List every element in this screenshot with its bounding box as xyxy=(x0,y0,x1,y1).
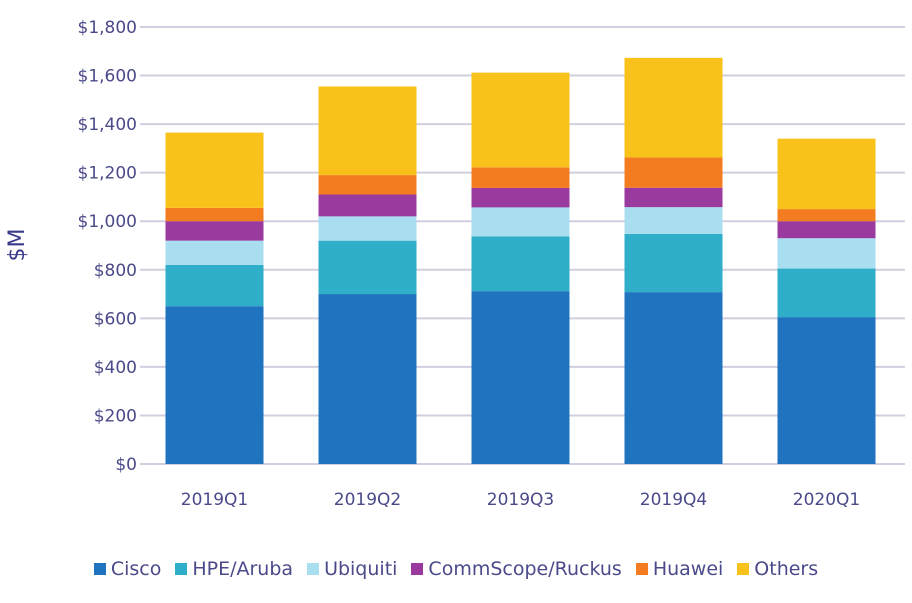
bar-segment-ubiquiti xyxy=(318,216,417,241)
y-axis-label: $M xyxy=(5,229,30,262)
legend-item: HPE/Aruba xyxy=(175,558,293,580)
y-tick-label: $600 xyxy=(94,309,137,329)
bar-segment-others xyxy=(777,138,876,210)
bar-segment-cisco xyxy=(471,291,570,464)
legend-swatch xyxy=(175,563,188,575)
legend-item: Others xyxy=(737,558,818,580)
legend-swatch xyxy=(93,563,106,575)
legend-label: Huawei xyxy=(652,558,724,580)
x-tick-label: 2019Q1 xyxy=(181,490,248,510)
bar-segment-cisco xyxy=(624,292,723,464)
bar-segment-commscope-ruckus xyxy=(165,221,264,241)
bar-segment-ubiquiti xyxy=(777,238,876,269)
y-tick-label: $1,200 xyxy=(78,164,137,184)
legend-swatch xyxy=(635,563,648,575)
bar-segment-huawei xyxy=(471,167,570,188)
bar-segment-huawei xyxy=(624,157,723,188)
bar-segment-huawei xyxy=(165,207,264,222)
bar-segment-hpe-aruba xyxy=(165,264,264,307)
bar-segment-others xyxy=(471,72,570,168)
legend-swatch xyxy=(411,563,424,575)
y-tick-label: $400 xyxy=(94,358,137,378)
y-tick-label: $800 xyxy=(94,261,137,281)
bar-segment-others xyxy=(318,86,417,176)
bar-segment-huawei xyxy=(777,209,876,222)
legend-label: Ubiquiti xyxy=(324,558,398,580)
legend-label: Cisco xyxy=(110,558,162,580)
y-tick-label: $1,800 xyxy=(78,18,137,38)
bar-segment-huawei xyxy=(318,175,417,195)
bar-segment-commscope-ruckus xyxy=(777,221,876,239)
y-tick-label: $1,000 xyxy=(78,212,137,232)
stacked-bar-chart: $0 $200 $400 $600 $800 $1,000 $1,200 $1,400 $1,6… xyxy=(5,18,905,510)
bar-segment-cisco xyxy=(318,294,417,464)
y-tick-label: $200 xyxy=(94,406,137,426)
bar-segment-commscope-ruckus xyxy=(624,187,723,208)
bar-segment-hpe-aruba xyxy=(777,268,876,318)
legend-label: HPE/Aruba xyxy=(192,558,294,580)
bar-segment-hpe-aruba xyxy=(471,236,570,292)
bar-segment-cisco xyxy=(777,317,876,464)
x-tick-label: 2019Q3 xyxy=(487,490,554,510)
bar-segment-hpe-aruba xyxy=(318,240,417,295)
bar-segment-others xyxy=(165,132,264,208)
x-tick-label: 2019Q4 xyxy=(640,490,707,510)
legend-label: CommScope/Ruckus xyxy=(428,558,622,580)
y-tick-label: $1,400 xyxy=(78,115,137,135)
legend-label: Others xyxy=(754,558,819,580)
legend-item: Cisco xyxy=(93,558,162,580)
legend-swatch xyxy=(307,563,320,575)
bar-segment-cisco xyxy=(165,306,264,464)
bar-segment-hpe-aruba xyxy=(624,233,723,293)
bar-segment-ubiquiti xyxy=(624,207,723,234)
legend: Cisco HPE/Aruba Ubiquiti CommScope/Ruckus Hu… xyxy=(0,558,912,580)
bar-segment-commscope-ruckus xyxy=(318,194,417,217)
bar-segment-ubiquiti xyxy=(165,240,264,265)
x-tick-label: 2020Q1 xyxy=(793,490,860,510)
bar-segment-others xyxy=(624,57,723,158)
bar-segment-commscope-ruckus xyxy=(471,187,570,208)
y-tick-label: $1,600 xyxy=(78,67,137,87)
legend-item: Ubiquiti xyxy=(307,558,397,580)
legend-swatch xyxy=(737,563,750,575)
x-tick-label: 2019Q2 xyxy=(334,490,401,510)
legend-item: Huawei xyxy=(635,558,724,580)
y-tick-label: $0 xyxy=(115,455,137,475)
bar-segment-ubiquiti xyxy=(471,207,570,237)
legend-item: CommScope/Ruckus xyxy=(411,558,622,580)
